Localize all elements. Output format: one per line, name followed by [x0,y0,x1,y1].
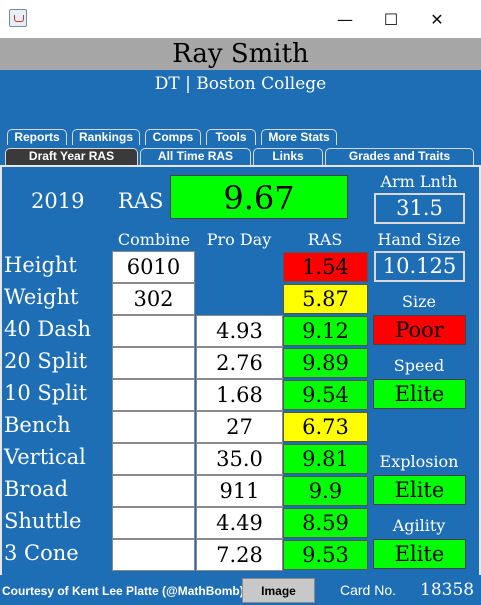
column-header-pro-day: Pro Day [206,230,272,249]
ras-score: 9.89 [283,348,368,378]
ras-score: 9.53 [283,540,368,570]
hand-size-label: Hand Size [377,230,461,249]
stat-label: 20 Split [4,349,88,373]
grade-speed-value: Elite [373,379,466,409]
grade-label-speed: Speed [393,356,445,375]
pro-day-value[interactable]: 35.0 [196,443,283,475]
window-titlebar [0,0,481,38]
image-button[interactable]: Image [242,578,315,603]
ras-score: 1.54 [283,252,368,282]
stat-label: Bench [4,413,71,437]
combine-value[interactable]: 6010 [112,251,195,283]
tab-links[interactable]: Links [253,148,323,165]
arm-length-label: Arm Lnth [380,172,458,191]
combine-value[interactable] [112,443,195,475]
overall-ras-score: 9.67 [170,175,348,219]
footer-bar [0,575,481,605]
column-header-ras: RAS [307,230,343,249]
ras-score: 6.73 [283,412,368,442]
stat-label: Weight [4,285,79,309]
tab-rankings[interactable]: Rankings [72,129,140,145]
tab-more-stats[interactable]: More Stats [261,129,337,145]
tab-reports[interactable]: Reports [7,129,67,145]
grade-label-explosion: Explosion [379,452,459,471]
combine-value[interactable] [112,539,195,571]
ras-score: 8.59 [283,508,368,538]
tab-all-time-ras[interactable]: All Time RAS [140,148,251,165]
stat-label: 10 Split [4,381,88,405]
combine-value[interactable] [112,379,195,411]
ras-score: 5.87 [283,284,368,314]
ras-score: 9.81 [283,444,368,474]
grade-size-value: Poor [373,315,466,345]
tab-grades-and-traits[interactable]: Grades and Traits [325,148,474,165]
pro-day-value[interactable]: 911 [196,475,283,507]
pro-day-value[interactable]: 4.49 [196,507,283,539]
grade-label-agility: Agility [392,516,446,535]
arm-length-value: 31.5 [374,193,465,224]
grade-agility-value: Elite [373,539,466,569]
ras-panel [0,165,481,575]
draft-year: 2019 [31,189,85,213]
pro-day-value[interactable]: 2.76 [196,347,283,379]
combine-value[interactable]: 302 [112,283,195,315]
ras-score: 9.12 [283,316,368,346]
combine-value[interactable] [112,315,195,347]
grade-label-size: Size [402,292,436,311]
player-name: Ray Smith [0,38,481,70]
pro-day-value[interactable]: 27 [196,411,283,443]
tab-comps[interactable]: Comps [145,129,201,145]
card-number-value: 18358 [420,580,475,600]
combine-value[interactable] [112,347,195,379]
player-position-school: DT | Boston College [154,74,327,94]
stat-label: 40 Dash [4,317,92,341]
stat-label: Height [4,253,77,277]
stat-label: Broad [4,477,69,501]
stat-label: Vertical [4,445,86,469]
tab-tools[interactable]: Tools [206,129,256,145]
minimize-button[interactable]: — [337,9,353,29]
footer-credit: Courtesy of Kent Lee Platte (@MathBomb) [2,584,244,598]
close-button[interactable]: ✕ [430,9,444,29]
pro-day-value[interactable]: 4.93 [196,315,283,347]
hand-size-value: 10.125 [374,251,465,282]
stat-label: 3 Cone [4,541,79,565]
ras-label: RAS [118,189,164,213]
ras-score: 9.9 [283,476,368,506]
card-number-label: Card No. [340,582,397,598]
pro-day-value[interactable]: 7.28 [196,539,283,571]
combine-value[interactable] [112,475,195,507]
stat-label: Shuttle [4,509,82,533]
combine-value[interactable] [112,411,195,443]
pro-day-value[interactable]: 1.68 [196,379,283,411]
tab-draft-year-ras[interactable]: Draft Year RAS [5,148,138,165]
combine-value[interactable] [112,507,195,539]
ras-score: 9.54 [283,380,368,410]
maximize-button[interactable]: ☐ [383,9,399,29]
java-app-icon [9,9,27,27]
column-header-combine: Combine [117,230,191,249]
grade-explosion-value: Elite [373,475,466,505]
